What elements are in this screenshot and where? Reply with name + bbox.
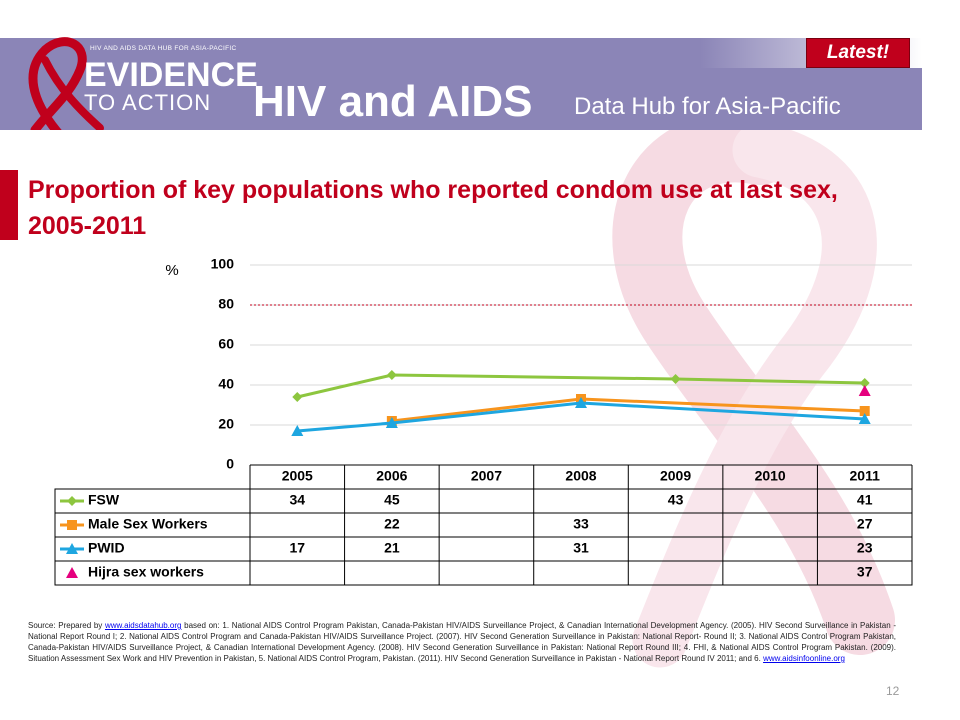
data-point bbox=[858, 385, 871, 396]
data-point bbox=[859, 406, 870, 416]
data-point bbox=[386, 370, 397, 380]
source-body: based on: 1. National AIDS Control Progr… bbox=[28, 621, 896, 663]
title-accent-bar bbox=[0, 170, 18, 240]
y-tick-label: 100 bbox=[211, 256, 235, 272]
red-ribbon-icon bbox=[28, 37, 104, 140]
data-label: 17 bbox=[289, 540, 305, 556]
data-label: 21 bbox=[384, 540, 400, 556]
data-point bbox=[385, 417, 398, 428]
data-label: 23 bbox=[857, 540, 873, 556]
logo-evidence-text: EVIDENCE bbox=[84, 56, 258, 94]
data-label: 31 bbox=[573, 540, 589, 556]
x-tick-label: 2005 bbox=[282, 468, 313, 484]
data-label: 41 bbox=[857, 492, 873, 508]
data-label: 27 bbox=[857, 516, 873, 532]
x-tick-label: 2009 bbox=[660, 468, 691, 484]
legend-marker bbox=[66, 543, 78, 554]
evidence-to-action-logo: HIV AND AIDS DATA HUB FOR ASIA-PACIFIC E… bbox=[0, 0, 258, 140]
data-point bbox=[858, 413, 871, 424]
data-label: 22 bbox=[384, 516, 400, 532]
header-title: HIV and AIDS bbox=[253, 77, 533, 126]
legend-label: Male Sex Workers bbox=[88, 516, 208, 532]
series-line bbox=[391, 397, 865, 423]
data-point bbox=[291, 425, 304, 436]
y-tick-label: 40 bbox=[218, 376, 234, 392]
slide-title: Proportion of key populations who report… bbox=[28, 176, 838, 240]
legend-label: Hijra sex workers bbox=[88, 564, 204, 580]
logo-tagline: HIV AND AIDS DATA HUB FOR ASIA-PACIFIC bbox=[90, 45, 237, 52]
logo-to-action-text: TO ACTION bbox=[84, 90, 212, 115]
data-point bbox=[859, 378, 870, 388]
header-subtitle: Data Hub for Asia-Pacific bbox=[574, 93, 841, 120]
legend-label: PWID bbox=[88, 540, 125, 556]
legend-marker bbox=[67, 520, 77, 530]
data-label: 34 bbox=[289, 492, 305, 508]
series-line bbox=[296, 373, 865, 399]
source-link-aidsinfoonline[interactable]: www.aidsinfoonline.org bbox=[763, 654, 845, 663]
data-label: 37 bbox=[857, 564, 873, 580]
y-tick-label: 20 bbox=[218, 416, 234, 432]
legend-label: FSW bbox=[88, 492, 120, 508]
x-tick-label: 2010 bbox=[755, 468, 786, 484]
x-tick-label: 2006 bbox=[376, 468, 407, 484]
latest-badge[interactable]: Latest! bbox=[806, 38, 910, 68]
source-link-aidsdatahub[interactable]: www.aidsdatahub.org bbox=[104, 621, 182, 630]
y-tick-label: 0 bbox=[226, 456, 234, 472]
legend-marker bbox=[67, 496, 77, 506]
data-point bbox=[670, 374, 681, 384]
y-axis-label: % bbox=[165, 262, 178, 279]
condom-use-chart: 0 20 40 60 80 100% 2005 2006 2007 2008 2009 2010 201… bbox=[54, 256, 913, 586]
data-label: 43 bbox=[668, 492, 684, 508]
source-prefix: Source: Prepared by bbox=[28, 621, 105, 630]
legend-marker bbox=[66, 567, 78, 578]
x-tick-label: 2007 bbox=[471, 468, 502, 484]
data-label: 45 bbox=[384, 492, 400, 508]
y-tick-label: 80 bbox=[218, 296, 234, 312]
x-tick-label: 2008 bbox=[565, 468, 596, 484]
source-note: Source: Prepared by www.aidsdatahub.org … bbox=[28, 620, 896, 664]
x-tick-label: 2011 bbox=[850, 468, 881, 484]
series-line bbox=[297, 401, 865, 433]
data-point bbox=[575, 397, 587, 408]
page-number: 12 bbox=[886, 684, 900, 698]
y-tick-label: 60 bbox=[218, 336, 234, 352]
data-point bbox=[292, 392, 303, 402]
data-label: 33 bbox=[573, 516, 589, 532]
